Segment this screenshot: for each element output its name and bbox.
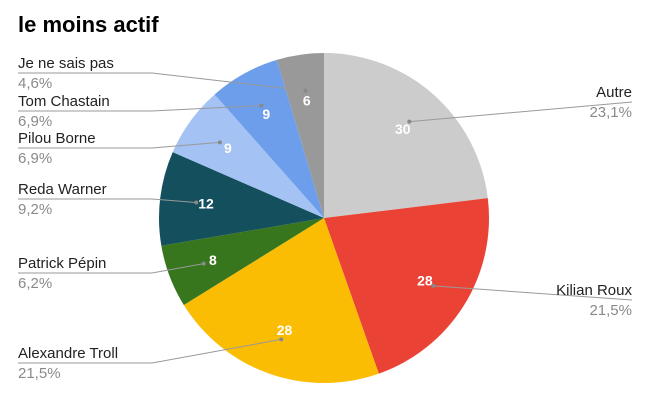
label-percent-je-ne-sais-pas: 4,6% [18, 75, 52, 92]
label-percent-alexandre-troll: 21,5% [18, 365, 61, 382]
pie-slice-je-ne-sais-pas [276, 53, 324, 218]
pie-slice-patrick-pepin [161, 218, 324, 306]
leader-dot-kilian-roux [431, 283, 436, 288]
label-name-reda-warner: Reda Warner [18, 181, 107, 198]
leader-dot-pilou-borne [217, 140, 222, 145]
slice-value-tom-chastain: 9 [262, 106, 270, 122]
chart-title: le moins actif [18, 12, 159, 37]
pie-slice-reda-warner [158, 152, 324, 246]
leader-line-kilian-roux [433, 285, 633, 301]
pie-slice-pilou-borne [172, 94, 324, 218]
leader-line-reda-warner [18, 198, 197, 203]
label-name-pilou-borne: Pilou Borne [18, 130, 96, 147]
label-percent-kilian-roux: 21,5% [589, 302, 632, 319]
label-percent-tom-chastain: 6,9% [18, 113, 52, 130]
leader-dot-alexandre-troll [279, 337, 284, 342]
slice-value-alexandre-troll: 28 [277, 322, 293, 338]
leader-dot-autre [407, 119, 412, 124]
leader-line-pilou-borne [18, 141, 220, 149]
leader-dot-reda-warner [194, 200, 199, 205]
leader-line-autre [409, 101, 633, 123]
slice-value-kilian-roux: 28 [417, 273, 433, 289]
leader-dot-patrick-pepin [201, 261, 206, 266]
leader-line-alexandre-troll [18, 338, 282, 364]
label-name-kilian-roux: Kilian Roux [556, 282, 632, 299]
label-percent-reda-warner: 9,2% [18, 201, 52, 218]
slice-value-autre: 30 [395, 121, 411, 137]
slice-value-reda-warner: 12 [198, 196, 214, 212]
leader-line-patrick-pepin [18, 263, 204, 274]
slice-value-patrick-pepin: 8 [209, 252, 217, 268]
label-name-je-ne-sais-pas: Je ne sais pas [18, 55, 114, 72]
label-percent-pilou-borne: 6,9% [18, 150, 52, 167]
slice-value-pilou-borne: 9 [224, 140, 232, 156]
label-name-tom-chastain: Tom Chastain [18, 93, 110, 110]
label-name-patrick-pepin: Patrick Pépin [18, 255, 106, 272]
label-name-alexandre-troll: Alexandre Troll [18, 345, 118, 362]
leader-line-tom-chastain [18, 105, 262, 112]
pie-slice-autre [324, 53, 488, 218]
label-name-autre: Autre [596, 84, 632, 101]
leader-dot-je-ne-sais-pas [303, 88, 308, 93]
pie-slice-alexandre-troll [183, 218, 379, 383]
pie-slice-kilian-roux [324, 198, 489, 374]
pie-slice-tom-chastain [214, 59, 324, 219]
label-percent-patrick-pepin: 6,2% [18, 275, 52, 292]
slice-value-je-ne-sais-pas: 6 [303, 92, 311, 108]
label-percent-autre: 23,1% [589, 104, 632, 121]
leader-dot-tom-chastain [259, 103, 264, 108]
leader-line-je-ne-sais-pas [18, 72, 306, 92]
